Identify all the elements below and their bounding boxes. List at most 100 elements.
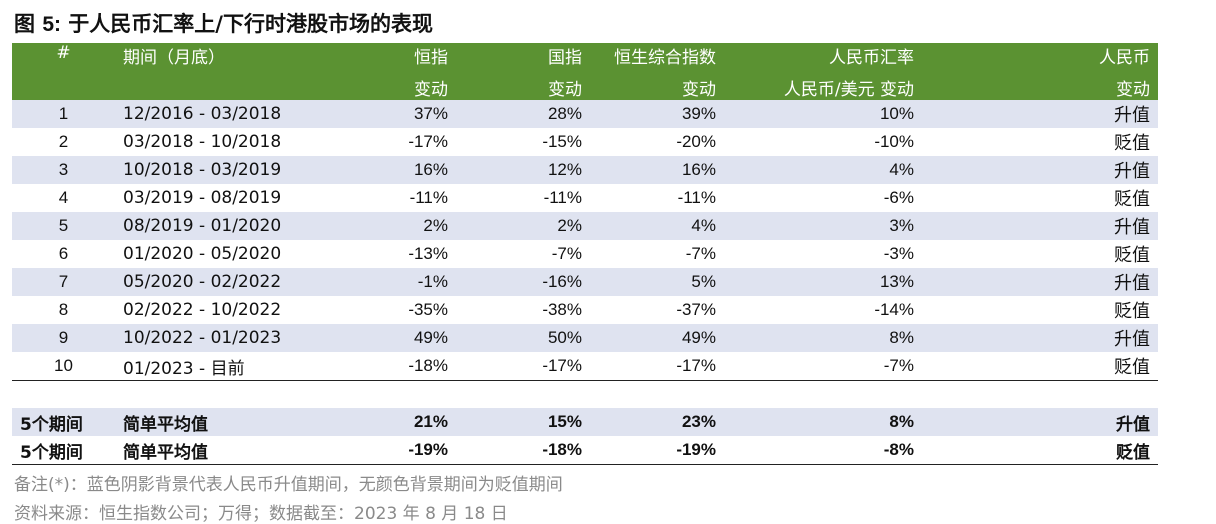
- row-hsci: -20%: [676, 132, 716, 151]
- row-period: 08/2019 - 01/2020: [115, 212, 330, 240]
- row-fx: -7%: [883, 356, 914, 375]
- footnote-source: 资料来源：恒生指数公司；万得；数据截至：2023 年 8 月 18 日: [14, 504, 508, 524]
- row-direction: 贬值: [1114, 357, 1150, 378]
- table-row: 9 10/2022 - 01/2023 49% 50% 49% 8% 升值: [12, 324, 1158, 352]
- table-row: 8 02/2022 - 10/2022 -35% -38% -37% -14% …: [12, 296, 1158, 324]
- row-hsci: -37%: [676, 300, 716, 319]
- table-row: 5 08/2019 - 01/2020 2% 2% 4% 3% 升值: [12, 212, 1158, 240]
- row-hsi: -18%: [408, 356, 448, 375]
- row-number: 7: [12, 268, 115, 296]
- header-fx-rate-sub: 人民币/美元 变动: [724, 72, 922, 100]
- row-period: 01/2020 - 05/2020: [123, 244, 282, 264]
- row-hsi: 37%: [330, 100, 456, 128]
- row-number: 5: [12, 212, 115, 240]
- row-hsci: 5%: [590, 268, 724, 296]
- row-fx: -14%: [874, 300, 914, 319]
- row-hsi: -35%: [408, 300, 448, 319]
- summary-direction: 升值: [922, 408, 1158, 436]
- header-fx-rate: 人民币汇率: [724, 43, 922, 72]
- header-rmb: 人民币: [922, 43, 1158, 72]
- header-hsi: 恒指: [330, 43, 456, 72]
- row-fx: 4%: [724, 156, 922, 184]
- row-direction: 升值: [922, 156, 1158, 184]
- row-period: 03/2019 - 08/2019: [123, 188, 282, 208]
- figure-title: 图 5: 于人民币汇率上/下行时港股市场的表现: [14, 8, 433, 38]
- row-number: 6: [58, 244, 69, 263]
- row-hsi: 49%: [330, 324, 456, 352]
- row-direction: 升值: [922, 100, 1158, 128]
- row-period: 01/2023 - 目前: [123, 358, 245, 379]
- header-hscei-sub: 变动: [456, 72, 590, 100]
- row-period: 10/2018 - 03/2019: [115, 156, 330, 184]
- summary-hscei: 15%: [456, 408, 590, 436]
- row-hsci: -7%: [685, 244, 716, 263]
- row-hsi: 16%: [330, 156, 456, 184]
- row-hscei: -7%: [551, 244, 582, 263]
- table-divider: [12, 380, 1158, 408]
- row-hscei: 28%: [456, 100, 590, 128]
- header-hscei: 国指: [456, 43, 590, 72]
- row-hsci: 49%: [590, 324, 724, 352]
- header-number-sub: [12, 72, 115, 100]
- row-period: 02/2022 - 10/2022: [123, 300, 282, 320]
- summary-row: 5个期间 简单平均值 21% 15% 23% 8% 升值: [12, 408, 1158, 436]
- figure-title-prefix: 图: [14, 12, 43, 36]
- row-hsci: -17%: [676, 356, 716, 375]
- row-fx: 10%: [724, 100, 922, 128]
- summary-fx: -8%: [724, 436, 922, 465]
- summary-hsci: -19%: [590, 436, 724, 465]
- row-hsi: -11%: [409, 188, 448, 207]
- figure-title-text: 于人民币汇率上/下行时港股市场的表现: [61, 12, 433, 36]
- row-number: 10: [54, 356, 73, 375]
- row-number: 9: [12, 324, 115, 352]
- row-hscei: 2%: [456, 212, 590, 240]
- footnote-remark: 备注(*)：蓝色阴影背景代表人民币升值期间，无颜色背景期间为贬值期间: [14, 475, 563, 495]
- summary-hsci: 23%: [590, 408, 724, 436]
- row-direction: 升值: [922, 324, 1158, 352]
- table-row: 7 05/2020 - 02/2022 -1% -16% 5% 13% 升值: [12, 268, 1158, 296]
- row-hscei: -11%: [543, 188, 582, 207]
- row-fx: -10%: [874, 132, 914, 151]
- header-hsci: 恒生综合指数: [590, 43, 724, 72]
- row-hscei: 12%: [456, 156, 590, 184]
- row-number: 3: [12, 156, 115, 184]
- row-direction: 贬值: [1114, 189, 1150, 210]
- row-hsi: -17%: [408, 132, 448, 151]
- divider-cell: [12, 380, 1158, 408]
- table-header: # 期间（月底） 恒指 国指 恒生综合指数 人民币汇率 人民币 变动 变动 变动…: [12, 43, 1158, 100]
- summary-method: 简单平均值: [115, 408, 330, 436]
- row-fx: 8%: [724, 324, 922, 352]
- row-hsi: -1%: [330, 268, 456, 296]
- table-body: 1 12/2016 - 03/2018 37% 28% 39% 10% 升值 2…: [12, 100, 1158, 465]
- row-hscei: 50%: [456, 324, 590, 352]
- row-hsci: 16%: [590, 156, 724, 184]
- row-hsci: -11%: [677, 188, 716, 207]
- row-direction: 贬值: [1114, 301, 1150, 322]
- header-period-sub: [115, 72, 330, 100]
- summary-direction: 贬值: [922, 436, 1158, 465]
- header-rmb-sub: 变动: [922, 72, 1158, 100]
- summary-hscei: -18%: [456, 436, 590, 465]
- row-number: 2: [58, 132, 69, 151]
- row-number: 4: [58, 188, 69, 207]
- table-row: 6 01/2020 - 05/2020 -13% -7% -7% -3% 贬值: [12, 240, 1158, 268]
- row-hsi: -13%: [408, 244, 448, 263]
- row-hscei: -15%: [542, 132, 582, 151]
- summary-hsi: -19%: [330, 436, 456, 465]
- row-period: 03/2018 - 10/2018: [123, 132, 282, 152]
- row-fx: 13%: [724, 268, 922, 296]
- table-row: 3 10/2018 - 03/2019 16% 12% 16% 4% 升值: [12, 156, 1158, 184]
- row-direction: 升值: [922, 212, 1158, 240]
- figure-number: 5:: [42, 13, 61, 36]
- header-period: 期间（月底）: [115, 43, 330, 72]
- row-period: 10/2022 - 01/2023: [115, 324, 330, 352]
- row-hscei: -38%: [542, 300, 582, 319]
- performance-table: # 期间（月底） 恒指 国指 恒生综合指数 人民币汇率 人民币 变动 变动 变动…: [12, 43, 1158, 465]
- row-fx: -3%: [883, 244, 914, 263]
- row-number: 1: [12, 100, 115, 128]
- summary-method: 简单平均值: [115, 436, 330, 465]
- row-hsci: 39%: [590, 100, 724, 128]
- summary-hsi: 21%: [330, 408, 456, 436]
- summary-row: 5个期间 简单平均值 -19% -18% -19% -8% 贬值: [12, 436, 1158, 465]
- summary-label: 5个期间: [12, 436, 115, 465]
